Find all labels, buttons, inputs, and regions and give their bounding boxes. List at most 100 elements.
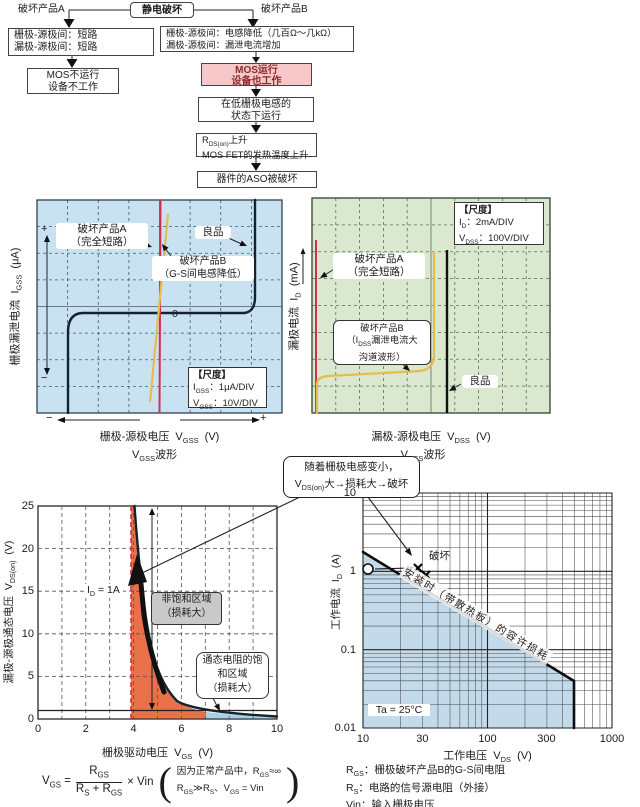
rds-line1: RDS(on)上升 bbox=[202, 135, 248, 148]
box-b-line2: 漏极-源极间：漏泄电流增加 bbox=[166, 39, 281, 50]
axis-tick: 10 bbox=[343, 487, 356, 499]
axis-tick: 10 bbox=[21, 627, 34, 640]
axis-tick: 10 bbox=[270, 723, 284, 735]
callout-line1: 随着栅极电感变小， bbox=[304, 461, 399, 473]
axis-tick: 6 bbox=[178, 723, 185, 735]
gss-label-product-b: 破坏产品B （G-S间电感降低） bbox=[152, 256, 254, 281]
gss-scale-box: 【尺度】 IGSS：1μA/DIV VGSS：10V/DIV bbox=[188, 367, 267, 411]
dss-x-axis-label: 漏极-源极电压 VDSS (V) bbox=[371, 431, 491, 446]
soa-destroy-label: 破坏 bbox=[429, 550, 450, 562]
axis-tick: 0 bbox=[34, 723, 42, 735]
formula-denominator: RS + RGS bbox=[75, 782, 123, 797]
axis-tick: 1 bbox=[349, 565, 356, 578]
nonsat-line1: 非饱和区域 bbox=[161, 594, 212, 605]
paren-close: ) bbox=[286, 759, 300, 804]
axis-tick: 1000 bbox=[599, 733, 625, 745]
dss-label-good: 良品 bbox=[462, 375, 498, 388]
gss-label-b-line1: 破坏产品B bbox=[179, 256, 227, 267]
axis-tick: 0.01 bbox=[334, 722, 356, 734]
dss-label-a-line1: 破坏产品A bbox=[354, 253, 404, 265]
dss-label-b-line1: 破坏产品B bbox=[360, 323, 404, 333]
soa-ta-label: Ta = 25°C bbox=[368, 704, 430, 716]
axis-tick: 20 bbox=[21, 542, 34, 555]
legend-vin: Vin：输入栅极电压 bbox=[346, 799, 435, 807]
callout-line2: VDS(on)大→损耗大→破坏 bbox=[294, 478, 409, 493]
axis-tick: 15 bbox=[21, 585, 34, 598]
box-a-line2: 漏极-源极间：短路 bbox=[14, 42, 98, 53]
box-product-b: 栅极-源极间：电感降低（几百Ω～几kΩ） 漏极-源极间：漏泄电流增加 bbox=[160, 26, 354, 52]
vgs-formula: VGS = RGS RS + RGS × Vin ( 因为正常产品中，RGS≈∞… bbox=[42, 759, 300, 804]
formula-lhs: VGS = bbox=[42, 774, 71, 790]
formula-numerator: RGS bbox=[75, 765, 123, 783]
gss-scale-title: 【尺度】 bbox=[193, 370, 232, 381]
gss-zero: 0 bbox=[172, 308, 178, 320]
product-a-label: 破坏产品A bbox=[18, 4, 65, 15]
dss-y-axis-label: 漏极电流 ID (mA) bbox=[288, 262, 303, 351]
axis-tick: 8 bbox=[226, 723, 233, 735]
gss-label-a-line1: 破坏产品A bbox=[77, 223, 127, 235]
gss-x-plus: + bbox=[260, 412, 267, 424]
soa-x-axis-label: 工作电压 VDS (V) bbox=[443, 750, 532, 765]
dss-scale-title: 【尺度】 bbox=[459, 205, 498, 216]
aso-text: 器件的ASO被破坏 bbox=[216, 174, 298, 185]
mos-off-line1: MOS不运行 bbox=[46, 70, 100, 81]
box-low-gate: 在低栅极电感的 状态下运行 bbox=[198, 97, 314, 122]
mos-on-line1: MOS运行 bbox=[235, 65, 278, 76]
gss-scale-line1: IGSS：1μA/DIV bbox=[193, 382, 255, 395]
box-mos-off: MOS不运行 设备不工作 bbox=[27, 68, 119, 94]
vds-sat-box: 通态电阻的饱 和区域 （损耗大） bbox=[196, 652, 269, 699]
nonsat-line2: （损耗大） bbox=[161, 608, 212, 619]
vds-nonsat-box: 非饱和区域 （损耗大） bbox=[151, 592, 222, 625]
axis-tick: 30 bbox=[416, 733, 429, 745]
gss-scale-line2: VGSS：10V/DIV bbox=[193, 397, 258, 411]
gss-x-minus: − bbox=[46, 412, 53, 424]
dss-scale-line1: ID：2mA/DIV bbox=[459, 217, 514, 230]
box-rds: RDS(on)上升 MOS FET的发热温度上升 bbox=[196, 133, 317, 160]
gss-label-good: 良品 bbox=[195, 226, 231, 239]
dss-label-b-line2: （IDSS漏泄电流大 bbox=[346, 335, 418, 348]
axis-tick: 0 bbox=[27, 713, 34, 725]
box-product-a: 栅极-源极间：短路 漏极-源极间：短路 bbox=[8, 28, 154, 56]
vds-x-axis-label: 栅极驱动电压 VGS (V) bbox=[101, 747, 214, 762]
legend-rgs: RGS：栅极破坏产品B的G-S间电阻 bbox=[346, 764, 506, 779]
vds-y-axis-label: 漏极-源极通态电压 VDS(on) (V) bbox=[2, 540, 18, 684]
formula-note1: 因为正常产品中，RGS≈∞ bbox=[176, 766, 281, 779]
sat-line1: 通态电阻的饱 bbox=[202, 655, 263, 666]
gss-label-a-line2: （完全短路） bbox=[70, 236, 134, 248]
mos-off-line2: 设备不工作 bbox=[48, 82, 98, 93]
dss-scale-box: 【尺度】 ID：2mA/DIV VDSS：100V/DIV bbox=[454, 202, 544, 246]
callout-box: 随着栅极电感变小， VDS(on)大→损耗大→破坏 bbox=[283, 456, 420, 498]
gss-label-b-line2: （G-S间电感降低） bbox=[159, 268, 247, 280]
rds-line2: MOS FET的发热温度上升 bbox=[202, 150, 309, 161]
box-a-line1: 栅极-源极间：短路 bbox=[14, 30, 98, 41]
mos-on-line2: 设备也工作 bbox=[231, 75, 282, 87]
gss-caption: VGSS波形 bbox=[131, 449, 178, 464]
axis-tick: 4 bbox=[130, 723, 137, 735]
formula-fraction: RGS RS + RGS bbox=[75, 765, 123, 799]
gss-minus: − bbox=[41, 372, 48, 384]
product-b-label: 破坏产品B bbox=[261, 4, 308, 15]
esd-title: 静电破坏 bbox=[142, 5, 182, 16]
sat-line2: 和区域 bbox=[217, 669, 248, 680]
legend-rs: RS：电路的信号源电阻（外接） bbox=[346, 781, 495, 796]
low-gate-line1: 在低栅极电感的 bbox=[221, 99, 291, 110]
gss-plus: + bbox=[41, 223, 48, 235]
dss-label-b-line3: 沟道波形） bbox=[358, 351, 406, 362]
low-gate-line2: 状态下运行 bbox=[231, 111, 281, 122]
axis-tick: 0.1 bbox=[340, 643, 356, 656]
axis-tick: 100 bbox=[478, 733, 497, 745]
gss-y-axis-label: 栅极漏泄电流 IGSS (μA) bbox=[9, 247, 24, 366]
formula-rhs: × Vin bbox=[127, 776, 154, 788]
box-mos-on: MOS运行 设备也工作 bbox=[201, 63, 312, 86]
axis-tick: 10 bbox=[356, 733, 370, 745]
dss-label-product-b: 破坏产品B （IDSS漏泄电流大 沟道波形） bbox=[333, 320, 431, 365]
dss-scale-line2: VDSS：100V/DIV bbox=[459, 232, 529, 246]
paren-open: ( bbox=[158, 759, 172, 804]
axis-tick: 300 bbox=[537, 733, 556, 745]
vds-id-label: ID = 1A bbox=[84, 584, 123, 599]
dss-label-a-line2: （完全短路） bbox=[347, 266, 411, 278]
gss-x-axis-label: 栅极-源极电压 VGSS (V) bbox=[99, 431, 220, 446]
gss-label-product-a: 破坏产品A （完全短路） bbox=[56, 223, 148, 249]
